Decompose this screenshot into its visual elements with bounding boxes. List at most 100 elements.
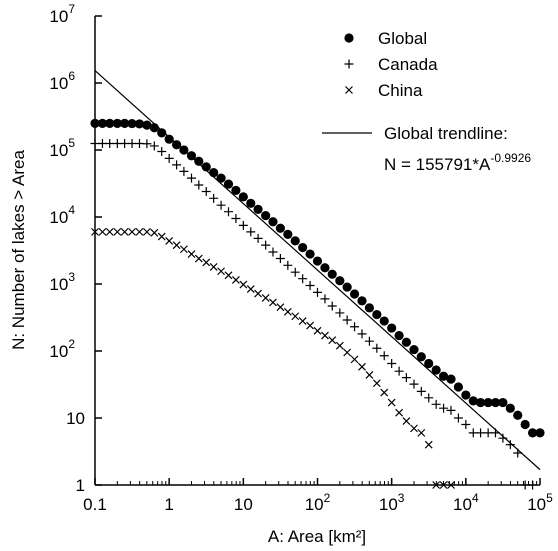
data-point-global [179,145,189,155]
data-point-china [417,428,426,437]
data-point-global [134,119,145,129]
data-point-global [431,365,441,375]
data-point-canada [379,351,389,361]
data-point-canada [335,308,345,318]
x-tick-base: 10 [305,495,324,514]
data-point-canada [490,428,500,438]
data-point-global [527,428,538,438]
data-point-china [187,250,196,258]
data-point-china [142,227,151,236]
data-point-china [358,362,366,371]
data-point-china [313,326,322,335]
data-point-canada [238,220,248,230]
legend-marker-china [345,86,353,94]
data-point-china [113,227,122,236]
data-point-china [202,258,211,267]
x-tick-label: 0.1 [83,495,107,514]
data-point-global [424,358,434,369]
x-tick-label: 105 [527,491,553,514]
legend-marker-canada [344,59,354,69]
data-point-global [357,296,367,306]
y-tick-base: 10 [49,208,68,227]
data-point-canada [157,146,167,156]
x-tick-exponent: 5 [546,491,553,505]
data-point-china [269,298,277,307]
data-point-global [498,397,508,408]
data-point-canada [431,399,441,409]
data-point-global [283,229,293,239]
y-tick-label: 10 [66,409,85,428]
data-point-china [135,227,144,236]
data-point-canada [350,322,360,332]
x-tick-label: 102 [305,491,331,514]
data-point-china [172,241,181,250]
data-point-global [394,330,404,341]
data-point-global [490,397,501,408]
data-point-china [321,331,329,340]
data-point-china [165,236,174,245]
data-point-global [379,316,389,326]
data-point-global [149,123,159,133]
data-point-global [201,162,211,172]
data-point-canada [327,301,337,311]
data-point-canada [179,166,189,176]
data-point-china [254,289,262,298]
data-point-global [157,128,167,138]
data-point-global [209,167,219,178]
data-point-canada [142,139,152,149]
data-point-china [261,293,270,302]
data-point-canada [105,139,115,149]
series-canada [90,139,538,490]
data-point-canada [476,428,486,438]
data-point-china [395,408,404,417]
data-point-global [372,309,382,320]
data-point-global [349,289,360,299]
chart-marks [90,70,545,490]
data-point-global [105,118,115,128]
data-point-china [157,232,166,241]
data-point-canada [149,141,159,151]
series-china [91,227,455,489]
data-point-global [223,179,234,189]
legend-label-canada: Canada [378,55,438,74]
data-point-global [142,120,152,130]
data-point-global [461,390,471,400]
data-point-global [409,344,419,355]
data-point-china [343,348,352,357]
data-point-china [239,280,248,289]
data-point-canada [320,294,330,304]
x-ticks: 0.1 1 10 102 103 104 105 [83,478,553,514]
data-point-global [475,397,486,408]
y-tick-label: 107 [49,2,75,26]
y-tick-exponent: 5 [68,136,75,150]
data-point-canada [290,267,300,277]
data-point-global [290,236,300,246]
data-point-global [97,118,108,128]
y-tick-base: 10 [49,275,68,294]
data-point-global [172,140,182,150]
x-tick-base: 1 [164,495,173,514]
y-tick-base: 10 [49,141,68,160]
data-point-global [364,303,375,313]
x-tick-base: 0.1 [83,495,107,514]
data-point-global [268,217,278,227]
data-point-canada [275,254,285,264]
x-tick-exponent: 4 [472,491,479,505]
data-point-canada [439,403,449,413]
x-tick-label: 10 [234,495,253,514]
y-tick-base: 1 [76,476,85,495]
data-point-canada [246,227,256,237]
data-point-china [410,424,418,433]
data-point-china [150,228,159,237]
data-point-china [179,245,188,254]
data-point-canada [261,240,271,250]
data-point-global [112,118,122,128]
data-point-global [401,337,412,347]
data-point-canada [201,187,211,197]
data-point-china [335,341,344,350]
data-point-canada [305,280,315,290]
data-point-china [224,271,233,280]
data-point-canada [313,287,322,297]
data-point-china [298,317,307,325]
